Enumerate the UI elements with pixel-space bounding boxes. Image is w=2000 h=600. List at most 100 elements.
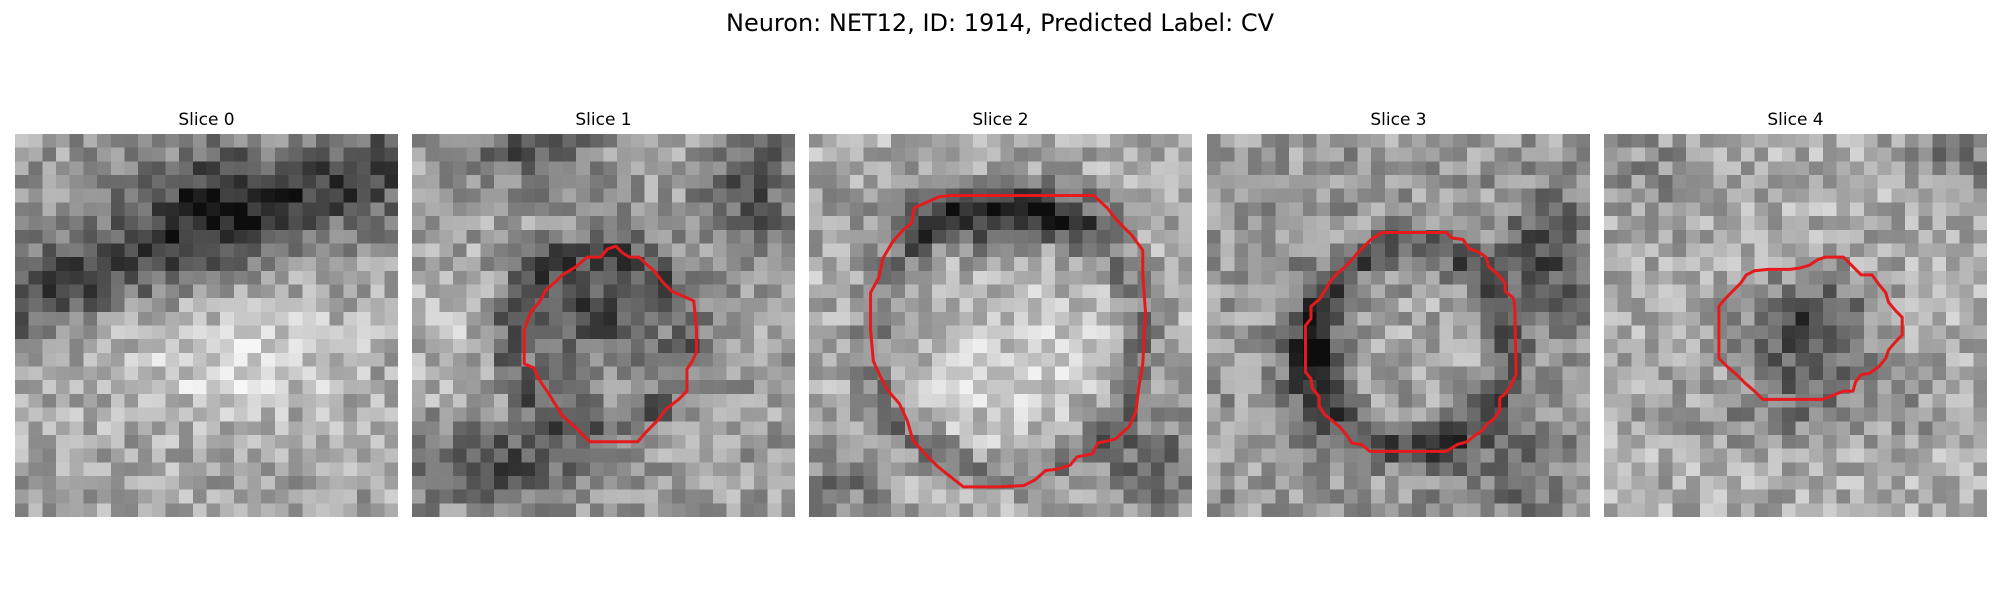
image-pixel <box>644 229 659 244</box>
image-pixel <box>1439 503 1454 517</box>
image-pixel <box>15 325 29 340</box>
image-pixel <box>1507 202 1522 217</box>
image-pixel <box>1330 216 1345 231</box>
image-pixel <box>28 229 43 244</box>
image-pixel <box>986 202 1001 217</box>
image-pixel <box>138 489 153 504</box>
image-pixel <box>1466 503 1481 517</box>
image-pixel <box>781 161 795 176</box>
image-pixel <box>1904 475 1919 490</box>
image-pixel <box>206 161 221 176</box>
image-pixel <box>302 270 317 285</box>
image-pixel <box>1123 147 1138 162</box>
image-pixel <box>877 462 892 477</box>
image-pixel <box>1316 257 1331 272</box>
image-pixel <box>726 325 741 340</box>
image-pixel <box>603 202 618 217</box>
image-pixel <box>507 229 522 244</box>
image-pixel <box>904 366 919 381</box>
image-pixel <box>548 325 563 340</box>
image-pixel <box>1082 489 1097 504</box>
image-pixel <box>1604 325 1618 340</box>
image-pixel <box>315 175 330 189</box>
image-pixel <box>56 489 70 504</box>
image-pixel <box>315 298 330 313</box>
image-pixel <box>1494 216 1509 231</box>
image-pixel <box>220 475 235 490</box>
image-pixel <box>466 407 481 422</box>
image-pixel <box>1041 229 1056 244</box>
image-pixel <box>1041 407 1056 422</box>
image-pixel <box>83 257 98 272</box>
image-pixel <box>247 175 262 189</box>
image-pixel <box>1699 188 1714 203</box>
image-pixel <box>97 489 112 504</box>
image-pixel <box>1248 366 1262 381</box>
image-pixel <box>1809 147 1824 162</box>
image-pixel <box>288 188 303 203</box>
image-pixel <box>1645 380 1659 395</box>
image-pixel <box>1082 339 1097 354</box>
image-pixel <box>83 161 98 176</box>
image-pixel <box>453 352 467 367</box>
image-pixel <box>986 147 1001 162</box>
image-pixel <box>412 257 426 272</box>
image-pixel <box>1068 421 1083 436</box>
image-pixel <box>288 134 303 148</box>
image-pixel <box>1576 352 1590 367</box>
image-pixel <box>1275 134 1290 148</box>
image-pixel <box>247 448 262 463</box>
image-pixel <box>1604 462 1618 477</box>
image-pixel <box>932 284 947 299</box>
image-pixel <box>1973 475 1987 490</box>
image-pixel <box>1178 134 1192 148</box>
image-pixel <box>753 339 768 354</box>
slice-title: Slice 2 <box>972 110 1029 130</box>
image-pixel <box>1631 325 1646 340</box>
image-pixel <box>1150 325 1165 340</box>
image-pixel <box>1466 448 1481 463</box>
image-pixel <box>1412 434 1427 449</box>
image-pixel <box>1412 147 1427 162</box>
image-pixel <box>315 475 330 490</box>
image-pixel <box>1343 188 1358 203</box>
image-pixel <box>1945 325 1960 340</box>
image-pixel <box>1645 325 1659 340</box>
image-pixel <box>1562 257 1577 272</box>
image-pixel <box>1548 462 1563 477</box>
image-pixel <box>1164 188 1179 203</box>
image-pixel <box>1330 134 1345 148</box>
image-pixel <box>1275 298 1290 313</box>
image-pixel <box>329 161 344 176</box>
image-pixel <box>1384 284 1399 299</box>
image-pixel <box>1699 257 1714 272</box>
image-pixel <box>781 352 795 367</box>
image-pixel <box>1576 407 1590 422</box>
image-pixel <box>726 298 741 313</box>
image-pixel <box>535 325 550 340</box>
image-pixel <box>1945 311 1960 326</box>
image-pixel <box>1302 284 1317 299</box>
image-pixel <box>480 147 495 162</box>
image-pixel <box>1548 257 1563 272</box>
image-pixel <box>1645 216 1659 231</box>
image-pixel <box>630 475 645 490</box>
image-pixel <box>42 161 57 176</box>
image-pixel <box>576 298 591 313</box>
image-pixel <box>1207 202 1221 217</box>
image-pixel <box>1548 339 1563 354</box>
image-pixel <box>1672 257 1687 272</box>
image-pixel <box>356 380 371 395</box>
image-pixel <box>233 175 248 189</box>
image-pixel <box>521 202 536 217</box>
image-pixel <box>644 243 659 258</box>
image-pixel <box>1014 503 1029 517</box>
image-pixel <box>151 147 166 162</box>
image-pixel <box>1686 270 1701 285</box>
image-pixel <box>1234 462 1249 477</box>
image-pixel <box>1863 229 1878 244</box>
image-pixel <box>179 311 194 326</box>
image-pixel <box>466 366 481 381</box>
image-pixel <box>370 270 385 285</box>
image-pixel <box>1631 366 1646 381</box>
